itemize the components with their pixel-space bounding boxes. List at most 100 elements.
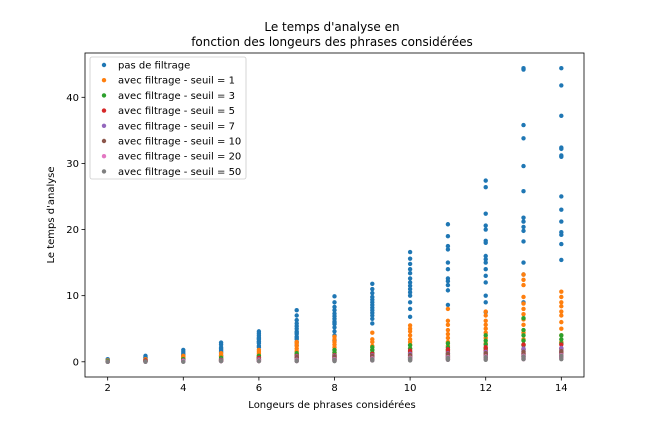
point-s0-100 — [445, 222, 451, 227]
x-tick-label-1: 4 — [180, 383, 186, 394]
point-s0-85 — [407, 270, 413, 276]
legend-label-1: avec filtrage - seuil = 1 — [118, 76, 235, 87]
point-s0-137 — [559, 194, 564, 199]
point-s7-8 — [332, 357, 337, 363]
legend-marker-3 — [101, 108, 107, 113]
point-s1-80 — [559, 326, 564, 331]
point-s1-37 — [370, 337, 375, 342]
point-s0-136 — [559, 207, 564, 212]
y-tick-label-3: 30 — [66, 159, 79, 170]
point-s1-82 — [559, 313, 564, 318]
point-s7-1 — [143, 359, 148, 364]
legend-box — [89, 56, 247, 180]
point-s4-33 — [559, 345, 564, 351]
point-s0-120 — [521, 239, 526, 244]
point-s0-92 — [445, 282, 451, 288]
point-s0-104 — [483, 280, 488, 285]
point-s0-134 — [559, 229, 564, 235]
point-s0-45 — [294, 313, 299, 318]
x-axis: 2 4 6 8 10 12 14 — [104, 377, 568, 394]
point-s1-74 — [521, 294, 526, 300]
legend-marker-6 — [101, 154, 107, 159]
point-s7-18 — [521, 354, 526, 359]
point-s3-22 — [407, 348, 413, 353]
point-s1-55 — [445, 318, 451, 323]
point-s0-108 — [483, 257, 488, 262]
y-tick-label-2: 20 — [66, 225, 79, 236]
point-s7-6 — [294, 358, 299, 363]
point-s1-17 — [256, 347, 262, 353]
point-s7-20 — [559, 353, 564, 359]
point-s0-116 — [483, 178, 488, 183]
point-s0-125 — [521, 188, 526, 194]
point-s0-59 — [332, 304, 337, 310]
point-s0-98 — [445, 243, 451, 249]
point-s0-33 — [256, 336, 262, 341]
point-s0-75 — [370, 281, 375, 286]
point-s0-22 — [218, 346, 224, 351]
point-s0-43 — [294, 321, 299, 326]
point-s1-61 — [483, 326, 488, 331]
point-s0-60 — [332, 300, 337, 305]
legend: pas de filtrage avec filtrage - seuil = 1… — [89, 56, 247, 180]
legend-label-0: pas de filtrage — [118, 61, 190, 72]
point-s7-2 — [181, 359, 186, 364]
point-s0-12 — [181, 347, 186, 353]
point-s0-97 — [445, 247, 451, 252]
point-s1-75 — [521, 282, 526, 288]
point-s0-141 — [559, 145, 564, 150]
point-s2-47 — [521, 338, 526, 343]
chart-title-line-1: Le temps d'analyse en — [264, 20, 399, 34]
point-s5-24 — [483, 350, 488, 356]
point-s2-50 — [521, 315, 526, 321]
point-s2-37 — [445, 341, 451, 346]
point-s1-47 — [407, 323, 413, 328]
point-s2-32 — [407, 343, 413, 348]
point-s0-82 — [407, 283, 413, 288]
point-s5-27 — [521, 349, 526, 355]
legend-marker-4 — [101, 123, 107, 128]
point-s7-14 — [445, 355, 451, 361]
x-tick-label-4: 10 — [404, 383, 417, 394]
x-tick-label-0: 2 — [104, 383, 110, 394]
y-tick-label-1: 10 — [66, 291, 79, 302]
point-s7-12 — [407, 356, 413, 361]
point-s0-86 — [407, 267, 413, 272]
point-s0-115 — [483, 185, 488, 190]
legend-marker-1 — [101, 78, 107, 83]
point-s1-64 — [483, 313, 488, 318]
y-tick-label-0: 0 — [73, 357, 79, 368]
plot-area — [105, 66, 564, 364]
point-s0-51 — [332, 329, 337, 334]
point-s0-62 — [332, 320, 337, 325]
point-s0-112 — [483, 227, 488, 232]
point-s5-21 — [445, 351, 451, 357]
point-s7-16 — [483, 354, 488, 360]
point-s0-52 — [332, 325, 337, 330]
point-s1-77 — [521, 272, 526, 277]
point-s1-84 — [559, 304, 564, 309]
x-tick-label-6: 14 — [555, 383, 568, 394]
point-s0-99 — [445, 233, 451, 239]
point-s3-34 — [521, 342, 526, 347]
point-s0-84 — [407, 276, 413, 281]
point-s2-27 — [370, 345, 375, 350]
point-s1-85 — [559, 300, 564, 305]
point-s2-43 — [483, 333, 488, 338]
x-tick-label-3: 8 — [331, 383, 337, 394]
point-s1-83 — [559, 309, 564, 314]
point-s0-88 — [407, 256, 413, 261]
point-s0-90 — [445, 302, 451, 308]
point-s0-102 — [483, 300, 488, 305]
point-s1-76 — [521, 277, 526, 282]
point-s1-62 — [483, 322, 488, 327]
point-s0-126 — [521, 163, 526, 169]
point-s1-56 — [445, 306, 451, 312]
point-s7-10 — [370, 356, 375, 362]
point-s1-46 — [407, 326, 413, 331]
point-s0-73 — [370, 290, 375, 296]
point-s0-78 — [407, 300, 413, 305]
point-s1-51 — [445, 335, 451, 341]
point-s0-20 — [218, 340, 224, 345]
